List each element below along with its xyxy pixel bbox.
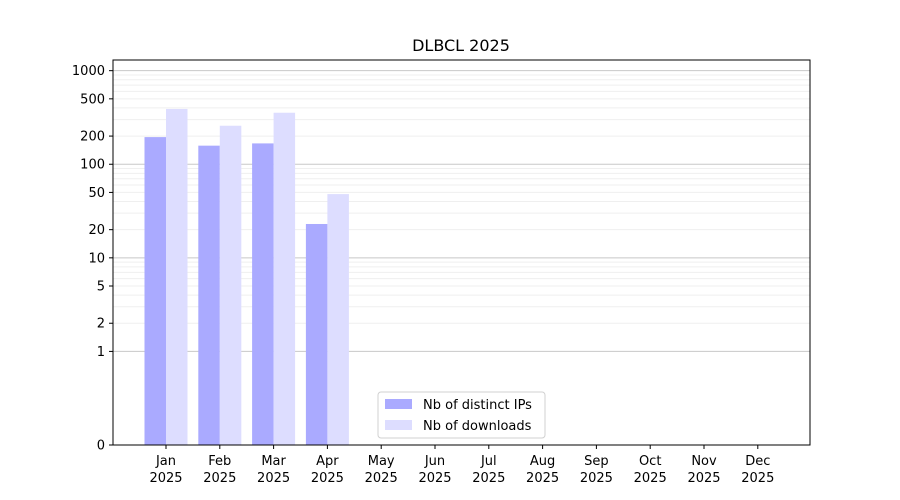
x-tick-label-month: Apr [316,454,339,469]
y-tick-label: 5 [97,280,105,295]
legend: Nb of distinct IPs Nb of downloads [377,391,546,439]
x-tick-label-month: Sep [584,454,609,469]
x-tick-label-year: 2025 [741,471,774,486]
x-tick-label-month: Dec [745,454,770,469]
bar-downloads [219,125,242,445]
bar-distinct-ips [252,143,274,446]
legend-box [377,391,546,439]
x-tick-label-year: 2025 [365,471,398,486]
y-tick-label: 200 [80,130,105,145]
y-tick-label: 500 [80,92,105,107]
x-tick-label-year: 2025 [311,471,344,486]
bar-downloads [273,112,296,445]
x-tick-label-year: 2025 [418,471,451,486]
y-tick-label: 20 [88,223,105,238]
y-tick-label: 1 [97,345,105,360]
x-tick-label-year: 2025 [526,471,559,486]
bar-distinct-ips [198,145,220,445]
bar-distinct-ips [305,223,328,445]
plot-frame [112,59,811,446]
bars-layer [144,108,349,446]
x-tick-label-month: Nov [691,454,717,469]
y-tick-label: 10 [88,251,105,266]
x-tick-label-month: Jan [155,454,176,469]
x-tick-label-month: Mar [261,454,286,469]
bar-downloads [166,108,188,446]
x-tick-label-year: 2025 [580,471,613,486]
x-axis: Jan 2025 Feb 2025 Mar 2025 Apr 2025 May 2025 Jun 20… [149,445,774,486]
bar-distinct-ips [144,137,166,445]
x-tick-label-month: Jul [480,454,497,469]
y-axis: 0 1 2 5 10 20 50 100 200 500 1000 [72,64,113,454]
x-tick-label-year: 2025 [203,471,236,486]
legend-label: Nb of distinct IPs [423,398,532,413]
y-tick-label: 2 [97,317,105,332]
legend-swatch [385,420,412,430]
x-tick-label-year: 2025 [634,471,667,486]
y-tick-label: 1000 [72,64,105,79]
y-tick-label: 0 [97,439,105,454]
x-tick-label-year: 2025 [149,471,182,486]
legend-label: Nb of downloads [423,419,532,434]
y-tick-label: 100 [80,158,105,173]
x-tick-label-year: 2025 [472,471,505,486]
y-tick-label: 50 [88,186,105,201]
chart-title: DLBCL 2025 [412,36,510,55]
legend-swatch [385,399,412,409]
x-tick-label-month: Oct [639,454,661,469]
x-tick-label-month: Jun [424,454,445,469]
x-tick-label-month: May [368,454,395,469]
x-tick-label-month: Feb [208,454,231,469]
x-tick-label-year: 2025 [257,471,290,486]
x-tick-label-year: 2025 [687,471,720,486]
x-tick-label-month: Aug [530,454,555,469]
bar-downloads [327,194,349,445]
